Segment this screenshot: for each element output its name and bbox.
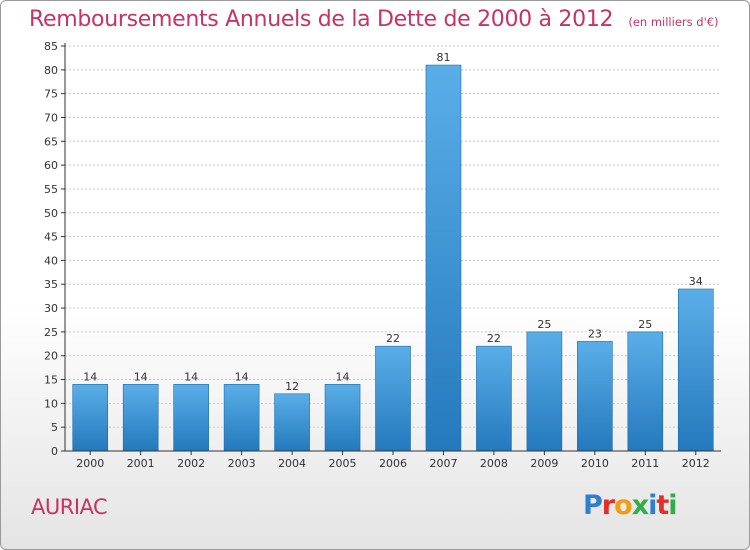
data-label: 34 xyxy=(689,275,703,288)
data-labels: 14 14 14 14 12 14 22 81 22 25 23 25 34 xyxy=(83,51,703,393)
x-tick-label: 2001 xyxy=(127,457,155,470)
x-tick-label: 2008 xyxy=(480,457,508,470)
logo-letter: o xyxy=(614,490,633,521)
y-tick-label: 85 xyxy=(44,40,58,53)
bar-2004 xyxy=(274,393,310,452)
axes: 0 5 10 15 20 25 30 35 40 45 50 55 60 65 70 75 80 85 2000 20… xyxy=(44,40,721,470)
data-label: 14 xyxy=(83,370,97,383)
y-tick-label: 50 xyxy=(44,207,58,220)
data-label: 12 xyxy=(285,380,299,393)
logo-letter: r xyxy=(601,490,615,521)
y-tick-label: 5 xyxy=(51,421,58,434)
x-tick-label: 2011 xyxy=(631,457,659,470)
x-tick-label: 2006 xyxy=(379,457,407,470)
y-tick-label: 35 xyxy=(44,278,58,291)
bar-2011 xyxy=(627,331,664,452)
data-label: 14 xyxy=(235,370,249,383)
x-tick-label: 2003 xyxy=(228,457,256,470)
logo-letter: i xyxy=(648,490,657,521)
y-tick-label: 80 xyxy=(44,64,58,77)
bar-2008 xyxy=(476,345,512,452)
data-label: 14 xyxy=(134,370,148,383)
y-tick-label: 0 xyxy=(51,445,58,458)
x-tick-label: 2012 xyxy=(682,457,710,470)
y-tick-label: 75 xyxy=(44,88,58,101)
data-label: 81 xyxy=(436,51,450,64)
y-tick-label: 55 xyxy=(44,183,58,196)
data-label: 22 xyxy=(386,332,400,345)
x-tick-label: 2000 xyxy=(76,457,104,470)
logo-letter: t xyxy=(656,490,669,521)
bar-2003 xyxy=(223,383,260,452)
data-label: 23 xyxy=(588,327,602,340)
proxiti-logo: Proxiti xyxy=(583,490,678,521)
logo-letter: i xyxy=(668,490,677,521)
data-label: 25 xyxy=(537,318,551,331)
bar-2005 xyxy=(324,383,361,452)
y-tick-label: 20 xyxy=(44,350,58,363)
bar-2007 xyxy=(425,64,462,452)
chart-title: Remboursements Annuels de la Dette de 20… xyxy=(29,7,614,32)
x-tick-label: 2009 xyxy=(530,457,558,470)
bar-2001 xyxy=(122,383,159,452)
y-tick-label: 65 xyxy=(44,135,58,148)
y-tick-label: 25 xyxy=(44,326,58,339)
bars xyxy=(72,64,714,452)
data-label: 14 xyxy=(184,370,198,383)
y-tick-label: 15 xyxy=(44,374,58,387)
y-tick-label: 60 xyxy=(44,159,58,172)
x-tick-label: 2005 xyxy=(329,457,357,470)
x-tick-label: 2010 xyxy=(581,457,609,470)
x-tick-label: 2002 xyxy=(177,457,205,470)
x-tick-label: 2007 xyxy=(429,457,457,470)
y-tick-label: 45 xyxy=(44,231,58,244)
x-tick-label: 2004 xyxy=(278,457,306,470)
data-label: 22 xyxy=(487,332,501,345)
y-tick-label: 30 xyxy=(44,302,58,315)
bar-2002 xyxy=(173,383,209,452)
y-tick-label: 70 xyxy=(44,111,58,124)
data-label: 25 xyxy=(638,318,652,331)
data-label: 14 xyxy=(336,370,350,383)
bar-2000 xyxy=(72,383,109,452)
y-tick-label: 10 xyxy=(44,397,58,410)
bar-2009 xyxy=(526,331,563,452)
bar-2006 xyxy=(375,345,411,452)
logo-letter: P xyxy=(583,490,603,521)
chart-unit: (en milliers d'€) xyxy=(628,15,719,29)
logo-letter: x xyxy=(631,490,649,521)
commune-name: AURIAC xyxy=(31,495,108,519)
y-tick-label: 40 xyxy=(44,254,58,267)
bar-2012 xyxy=(677,288,714,452)
chart-title-row: Remboursements Annuels de la Dette de 20… xyxy=(29,7,719,32)
bar-2010 xyxy=(577,341,613,452)
